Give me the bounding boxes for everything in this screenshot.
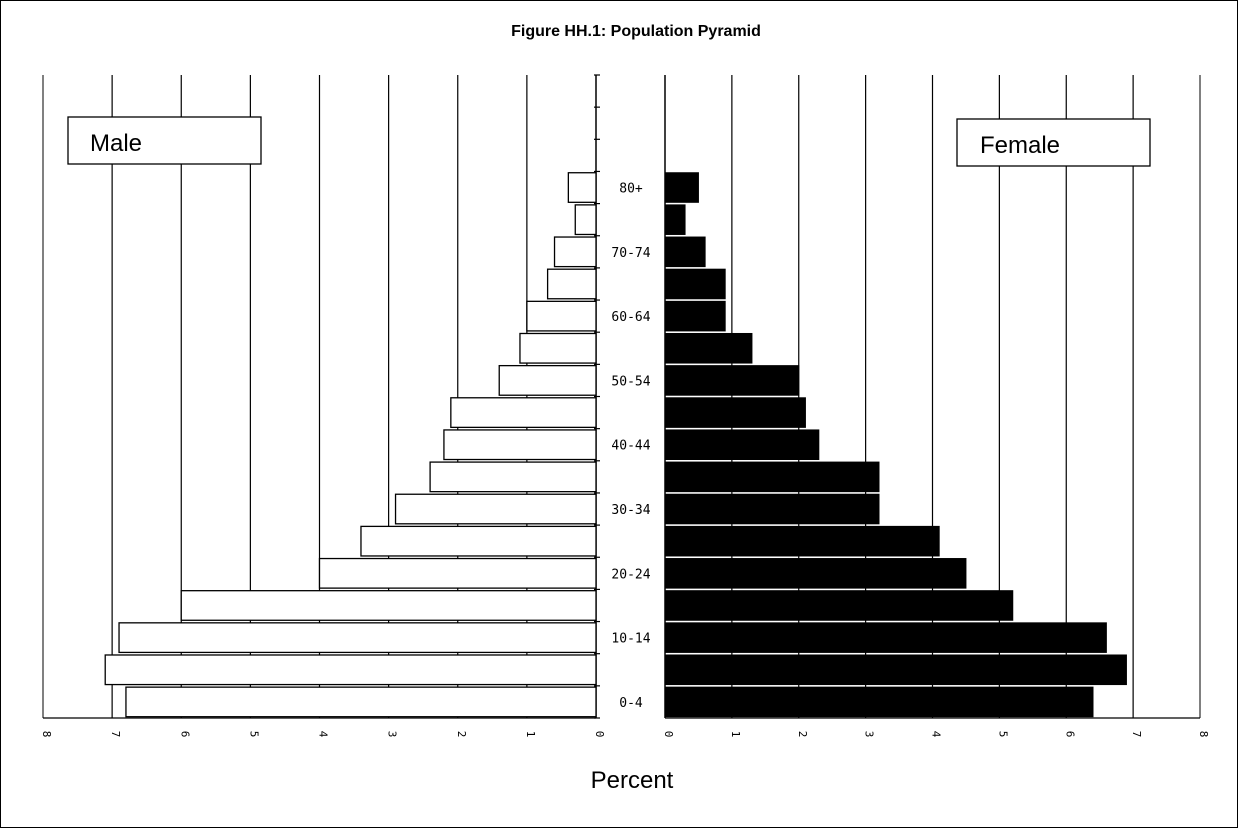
age-label-60-64: 60-64 [611, 310, 650, 325]
female-bar-50-54 [664, 365, 800, 396]
male-tick-2: 2 [455, 731, 468, 738]
male-bar-80+ [567, 172, 597, 203]
legend-female: Female [980, 132, 1060, 159]
age-label-30-34: 30-34 [611, 503, 650, 518]
age-label-0-4: 0-4 [619, 696, 643, 711]
male-bar-65-69 [546, 268, 597, 300]
male-tick-6: 6 [178, 731, 191, 738]
male-bar-5-9 [104, 654, 597, 686]
female-tick-3: 3 [863, 731, 876, 738]
male-tick-7: 7 [109, 731, 122, 738]
male-x-ticks: 0 1 2 3 4 5 6 7 8 [40, 731, 606, 738]
male-bar-40-44 [443, 429, 597, 461]
male-tick-5: 5 [247, 731, 260, 738]
female-bar-45-49 [664, 397, 806, 428]
female-tick-8: 8 [1197, 731, 1210, 738]
female-legend-box: Female [956, 118, 1151, 167]
female-bar-10-14 [664, 622, 1107, 653]
female-tick-1: 1 [729, 731, 742, 738]
female-bar-55-59 [664, 332, 753, 364]
male-bar-20-24 [318, 557, 597, 589]
male-tick-4: 4 [317, 731, 330, 738]
male-bar-0-4 [125, 686, 597, 718]
male-panel [42, 74, 600, 719]
male-tick-8: 8 [40, 731, 53, 738]
male-bar-75-79 [574, 204, 597, 236]
female-panel [664, 75, 1201, 719]
female-tick-4: 4 [930, 731, 943, 738]
age-label-10-14: 10-14 [611, 632, 650, 647]
chart-title: Figure HH.1: Population Pyramid [511, 23, 761, 40]
male-bar-45-49 [450, 397, 597, 429]
female-bar-15-19 [664, 590, 1014, 621]
female-bar-30-34 [664, 493, 880, 525]
male-bar-50-54 [498, 364, 597, 396]
age-label-20-24: 20-24 [611, 567, 650, 582]
age-label-70-74: 70-74 [611, 246, 650, 261]
male-bar-25-29 [360, 525, 597, 557]
female-bar-60-64 [664, 300, 726, 332]
female-bar-25-29 [664, 525, 940, 557]
male-bar-55-59 [519, 332, 597, 364]
male-tick-0: 0 [593, 731, 606, 738]
female-bar-35-39 [664, 461, 880, 493]
male-bar-15-19 [180, 590, 597, 621]
x-axis-label: Percent [591, 767, 674, 794]
male-bar-60-64 [526, 300, 597, 332]
age-label-50-54: 50-54 [611, 374, 650, 389]
female-bar-0-4 [664, 686, 1094, 718]
male-tick-1: 1 [524, 731, 537, 738]
female-tick-6: 6 [1063, 731, 1076, 738]
female-tick-7: 7 [1130, 731, 1143, 738]
female-bar-80+ [664, 172, 699, 203]
female-tick-5: 5 [996, 731, 1009, 738]
age-labels: 0-4 10-14 20-24 30-34 40-44 50-54 60-64 70-74 80… [611, 182, 650, 711]
male-tick-3: 3 [386, 731, 399, 738]
male-legend-box: Male [67, 116, 262, 165]
female-bar-75-79 [664, 204, 686, 235]
male-bar-35-39 [429, 461, 597, 493]
legend-male: Male [90, 130, 142, 157]
female-x-ticks: 0 1 2 3 4 5 6 7 8 [662, 731, 1210, 738]
female-tick-0: 0 [662, 731, 675, 738]
age-label-80+: 80+ [619, 182, 643, 197]
male-bar-30-34 [394, 493, 597, 525]
female-bar-20-24 [664, 558, 967, 589]
female-bar-5-9 [664, 654, 1127, 686]
male-bar-10-14 [118, 622, 597, 654]
female-bar-65-69 [664, 268, 726, 300]
male-bar-70-74 [553, 236, 597, 268]
female-bar-40-44 [664, 429, 820, 461]
female-bar-70-74 [664, 236, 706, 268]
female-tick-2: 2 [796, 731, 809, 738]
age-label-40-44: 40-44 [611, 439, 650, 454]
